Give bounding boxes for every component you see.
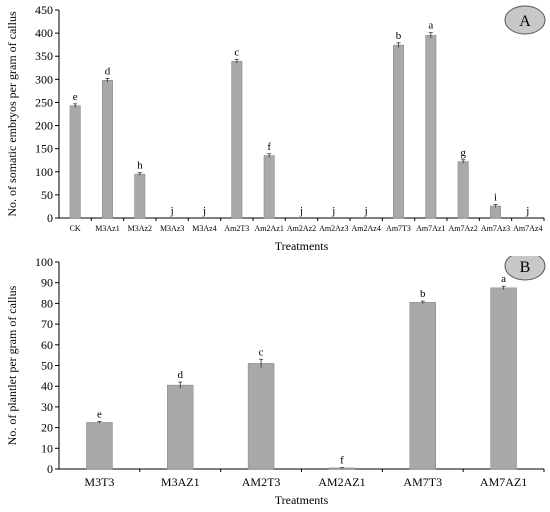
y-tick-label: 50 — [41, 188, 53, 202]
y-tick-label: 90 — [41, 276, 53, 290]
bar — [457, 161, 469, 219]
bar — [86, 422, 113, 470]
data-label: j — [202, 205, 206, 217]
data-label: j — [525, 205, 529, 217]
data-label: d — [178, 369, 184, 381]
y-tick-label: 50 — [41, 359, 53, 373]
data-label: j — [299, 205, 303, 217]
data-label: i — [494, 192, 497, 204]
y-tick-label: 20 — [41, 421, 53, 435]
x-tick-label: Am2Az2 — [287, 224, 316, 233]
panel-badge-circle — [504, 5, 546, 35]
bar — [231, 61, 243, 219]
bar — [134, 173, 146, 219]
y-tick-label: 80 — [41, 296, 53, 310]
bar — [425, 35, 437, 219]
y-tick-label: 450 — [35, 3, 53, 17]
data-label: h — [137, 160, 143, 172]
bar — [263, 155, 275, 219]
data-label: c — [259, 346, 264, 358]
bar — [409, 302, 436, 470]
x-tick-label: Am7T3 — [386, 224, 411, 233]
panel-badge-circle — [504, 256, 546, 281]
x-tick-label: AM7T3 — [403, 475, 442, 489]
y-tick-label: 30 — [41, 400, 53, 414]
data-label: j — [170, 205, 174, 217]
panel-label: A — [519, 13, 531, 30]
x-axis-title: Treatments — [275, 239, 329, 253]
data-label: d — [105, 65, 111, 77]
x-tick-label: AM2T3 — [242, 475, 281, 489]
bar — [490, 205, 501, 219]
x-tick-label: Am2Az3 — [319, 224, 348, 233]
panel-badge: B — [504, 256, 546, 281]
data-label: c — [234, 46, 239, 58]
bar — [102, 79, 113, 219]
x-tick-label: M3T3 — [84, 475, 114, 489]
data-label: f — [340, 455, 344, 467]
panel-badge: A — [504, 5, 546, 35]
x-tick-label: Am7Az2 — [449, 224, 478, 233]
y-tick-label: 60 — [41, 338, 53, 352]
y-tick-label: 0 — [47, 462, 53, 476]
x-tick-label: AM7AZ1 — [480, 475, 527, 489]
y-tick-label: 350 — [35, 49, 53, 63]
bar — [167, 384, 194, 470]
bar — [247, 363, 275, 470]
x-tick-label: Am7Az1 — [416, 224, 445, 233]
x-tick-label: Am2Az4 — [352, 224, 381, 233]
data-label: e — [73, 91, 78, 103]
x-tick-label: M3Az1 — [95, 224, 119, 233]
y-axis-title: No. of somatic embryos per gram of callu… — [5, 11, 19, 217]
y-tick-label: 100 — [35, 165, 53, 179]
data-label: g — [460, 147, 466, 159]
x-tick-label: M3AZ1 — [161, 475, 200, 489]
x-axis-title: Treatments — [275, 493, 329, 507]
y-tick-label: 40 — [41, 379, 53, 393]
x-tick-label: Am7Az4 — [513, 224, 542, 233]
x-tick-label: AM2AZ1 — [318, 475, 365, 489]
y-tick-label: 150 — [35, 142, 53, 156]
data-label: a — [501, 273, 506, 285]
data-label: f — [267, 141, 271, 153]
x-tick-label: Am7Az3 — [481, 224, 510, 233]
y-tick-label: 0 — [47, 211, 53, 225]
panel-label: B — [520, 259, 531, 276]
chart-b: 0 10 20 30 40 50 60 70 80 90 100 e M3T3 d M3AZ1 c AM2T3 f… — [5, 256, 546, 507]
x-tick-label: Am2T3 — [224, 224, 249, 233]
bar — [490, 287, 517, 470]
y-axis-title: No. of plantlet per gram of callus — [5, 285, 19, 445]
x-tick-label: M3Az3 — [160, 224, 184, 233]
y-tick-label: 400 — [35, 26, 53, 40]
y-tick-label: 200 — [35, 119, 53, 133]
x-tick-label: CK — [70, 224, 81, 233]
y-tick-label: 100 — [35, 256, 53, 269]
chart-a: 0 50 100 150 200 250 300 350 400 450 e CK d M3Az1 h M3A… — [5, 3, 546, 253]
data-label: b — [396, 30, 402, 42]
data-label: b — [420, 288, 426, 300]
data-label: a — [428, 20, 433, 32]
x-tick-label: Am2Az1 — [255, 224, 284, 233]
x-tick-label: M3Az2 — [128, 224, 152, 233]
bar — [393, 44, 404, 219]
data-label: e — [97, 409, 102, 421]
y-tick-label: 10 — [41, 441, 53, 455]
y-tick-label: 300 — [35, 72, 53, 86]
y-tick-label: 70 — [41, 317, 53, 331]
data-label: j — [331, 205, 335, 217]
x-tick-label: M3Az4 — [192, 224, 216, 233]
y-tick-label: 250 — [35, 95, 53, 109]
data-label: j — [364, 205, 368, 217]
bar — [69, 105, 81, 219]
